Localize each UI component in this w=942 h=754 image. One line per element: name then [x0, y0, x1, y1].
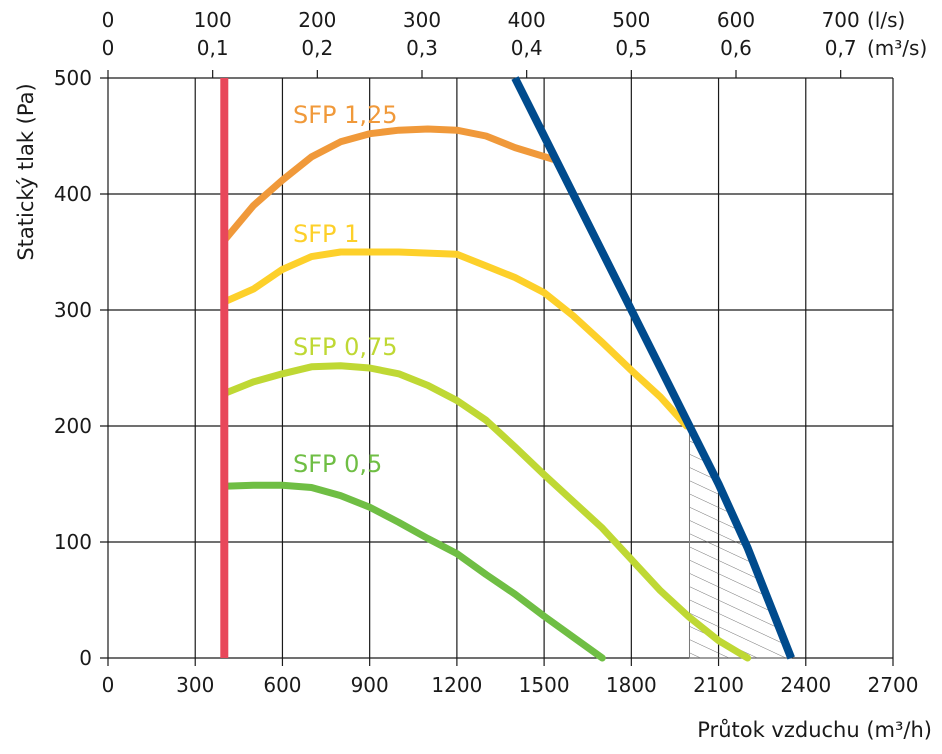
top-m3s-tick-label: 0,6: [720, 36, 752, 60]
x-tick-label: 300: [176, 673, 214, 697]
top-m3s-tick-label: 0,2: [301, 36, 333, 60]
top-m3s-tick-label: 0: [102, 36, 115, 60]
y-tick-label: 300: [54, 298, 92, 322]
y-tick-label: 200: [54, 414, 92, 438]
series-line-0: [220, 125, 557, 244]
top-m3s-tick-label: 0,4: [511, 36, 543, 60]
x-tick-label: 1500: [519, 673, 570, 697]
x-tick-label: 2700: [868, 673, 919, 697]
series-line-3: [220, 481, 606, 662]
series-line-2: [220, 362, 752, 662]
y-tick-label: 100: [54, 530, 92, 554]
max-limit-line: [511, 76, 795, 660]
top-ls-tick-label: 200: [298, 8, 336, 32]
x-tick-label: 2400: [780, 673, 831, 697]
y-tick-label: 400: [54, 182, 92, 206]
top-m3s-tick-label: 0,5: [615, 36, 647, 60]
series-label: SFP 1: [293, 220, 359, 248]
top-m3s-tick-label: 0,3: [406, 36, 438, 60]
top-ls-tick-label: 400: [508, 8, 546, 32]
y-tick-label: 0: [79, 646, 92, 670]
top-ls-tick-label: 300: [403, 8, 441, 32]
x-tick-label: 1800: [606, 673, 657, 697]
x-tick-label: 1200: [431, 673, 482, 697]
series-line-1: [220, 248, 691, 430]
x-tick-label: 900: [351, 673, 389, 697]
labels: 0 300 600 900 1200 1500 1800 2100 2400 2700 0 100 20…: [14, 8, 932, 742]
x-tick-label: 600: [263, 673, 301, 697]
top-m3s-tick-label: 0,7: [825, 36, 857, 60]
x-tick-label: 0: [102, 673, 115, 697]
y-tick-label: 500: [54, 66, 92, 90]
series-label: SFP 0,5: [293, 450, 382, 478]
top-ls-tick-label: 700: [822, 8, 860, 32]
top-ls-unit: (l/s): [867, 8, 905, 32]
top-ls-tick-label: 0: [102, 8, 115, 32]
top-m3s-unit: (m³/s): [867, 36, 927, 60]
top-ls-tick-label: 100: [194, 8, 232, 32]
top-ls-tick-label: 600: [717, 8, 755, 32]
top-ls-tick-label: 500: [612, 8, 650, 32]
x-tick-label: 2100: [693, 673, 744, 697]
series-lines: [220, 76, 795, 662]
series-label: SFP 0,75: [293, 333, 398, 361]
y-axis-label: Statický tlak (Pa): [14, 83, 38, 260]
x-axis-label: Průtok vzduchu (m³/h): [697, 718, 932, 742]
top-m3s-tick-label: 0,1: [197, 36, 229, 60]
grid: [100, 70, 894, 666]
series-label: SFP 1,25: [293, 101, 398, 129]
